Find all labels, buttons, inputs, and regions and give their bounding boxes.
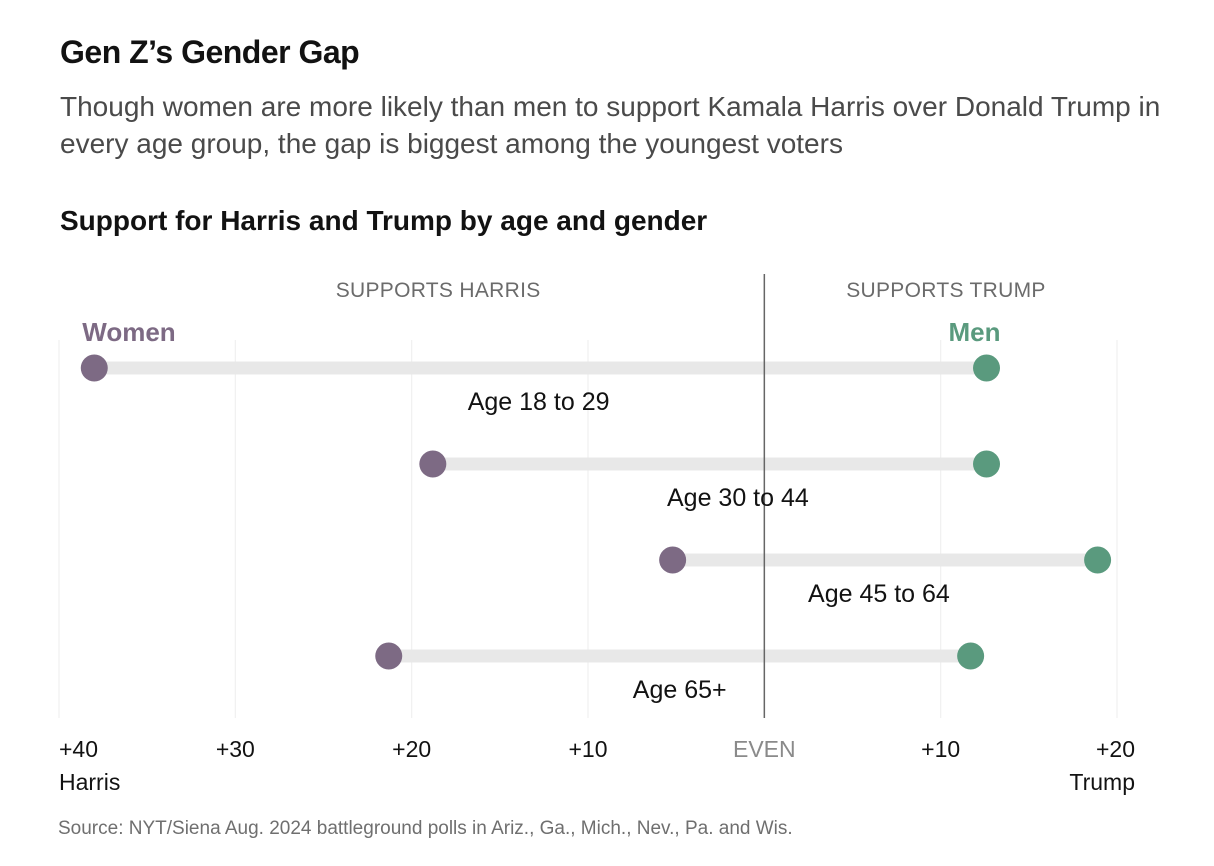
legend-women: Women (82, 317, 175, 347)
dot-men (973, 450, 1001, 478)
dot-men (973, 354, 1001, 382)
dot-women (375, 642, 403, 670)
side-label-harris: SUPPORTS HARRIS (336, 279, 541, 302)
chart-title: Gen Z’s Gender Gap (60, 34, 360, 70)
x-tick-label: +20 (1096, 736, 1135, 762)
x-tick-label: +20 (392, 736, 431, 762)
x-tick-label: +10 (568, 736, 607, 762)
dot-women (659, 546, 687, 574)
x-tick-sublabel: Trump (1069, 769, 1135, 795)
chart-heading: Support for Harris and Trump by age and … (60, 205, 708, 236)
dot-men (1084, 546, 1112, 574)
row-label: Age 45 to 64 (808, 580, 950, 608)
x-tick-sublabel: Harris (59, 769, 120, 795)
x-tick-label: EVEN (733, 736, 796, 762)
chart-subtitle: Though women are more likely than men to… (60, 91, 1161, 159)
row-label: Age 65+ (633, 676, 727, 704)
dot-women (80, 354, 108, 382)
legend-men: Men (949, 317, 1001, 347)
row-label: Age 18 to 29 (468, 388, 610, 416)
side-label-trump: SUPPORTS TRUMP (846, 279, 1045, 302)
x-tick-label: +10 (921, 736, 960, 762)
x-tick-label: +40 (59, 736, 98, 762)
dot-women (419, 450, 447, 478)
row-label: Age 30 to 44 (667, 484, 809, 512)
x-tick-label: +30 (216, 736, 255, 762)
dot-men (957, 642, 985, 670)
source-note: Source: NYT/Siena Aug. 2024 battleground… (58, 818, 793, 839)
